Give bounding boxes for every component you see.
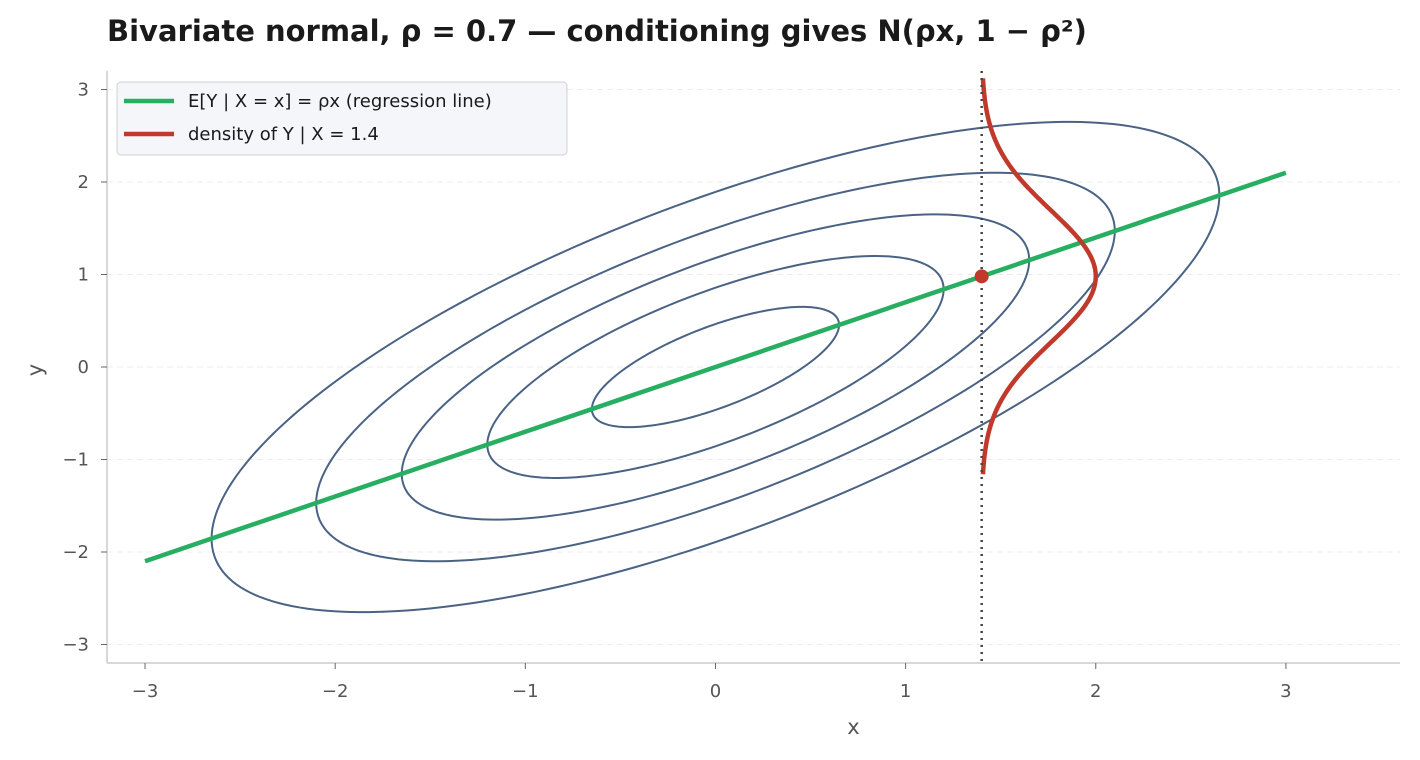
chart-title: Bivariate normal, ρ = 0.7 — conditioning… [107,14,1087,48]
y-tick-label: −1 [62,450,89,471]
conditional-mean-point [974,269,989,284]
series-layer [144,78,1287,564]
y-tick-label: 2 [78,172,89,193]
x-tick-label: −1 [512,681,539,702]
x-tick-label: 2 [1090,681,1101,702]
x-tick-label: −3 [132,681,159,702]
annotation-layer [974,71,989,663]
y-tick-label: −3 [62,635,89,656]
legend-label: density of Y | X = 1.4 [188,124,379,145]
y-tick-label: 0 [78,357,89,378]
legend-box [116,81,568,156]
y-tick-label: 1 [78,265,89,286]
grid-layer [107,89,1400,645]
conditional-density-curve [980,78,1099,475]
x-tick-label: −2 [322,681,349,702]
x-tick-label: 3 [1280,681,1291,702]
x-tick-label: 0 [710,681,721,702]
y-tick-label: 3 [78,80,89,101]
legend-label: E[Y | X = x] = ρx (regression line) [188,91,492,112]
x-axis-label: x [847,715,859,739]
x-tick-label: 1 [900,681,911,702]
y-axis-label: y [23,364,47,376]
legend: E[Y | X = x] = ρx (regression line) densi… [116,81,568,156]
regression-line [144,170,1287,564]
axes-layer: −3 −2 −1 0 1 2 3 −3 −2 −1 0 1 2 3 x y [23,71,1400,739]
y-tick-label: −2 [62,542,89,563]
